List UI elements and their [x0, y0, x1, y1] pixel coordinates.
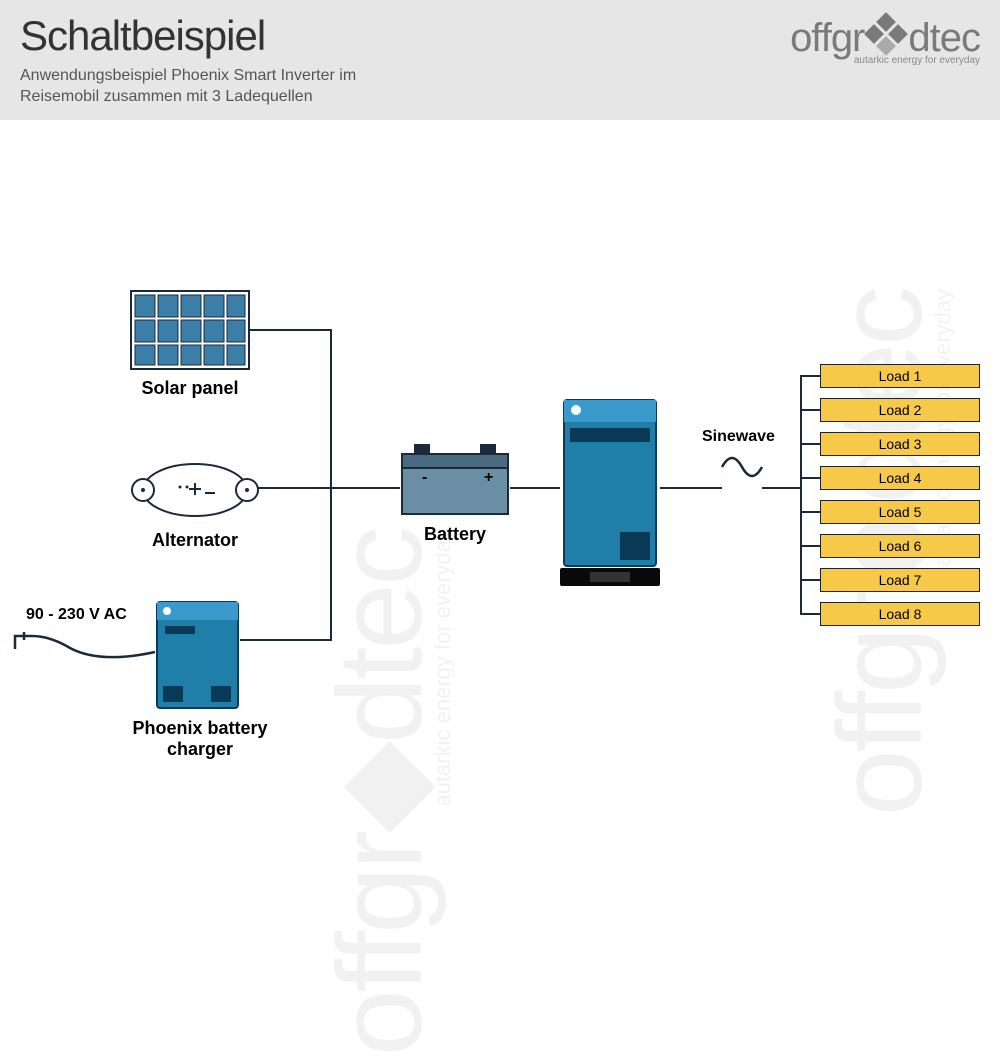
wire — [800, 477, 820, 479]
solar-panel-label: Solar panel — [130, 378, 250, 399]
load-box: Load 5 — [820, 500, 980, 524]
battery-icon: - + — [400, 440, 510, 518]
logo-text-left: offgr — [790, 16, 864, 61]
load-box: Load 4 — [820, 466, 980, 490]
brand-logo: offgr dtec autarkic energy for everyday — [790, 15, 980, 66]
wire — [800, 579, 820, 581]
alternator-label: Alternator — [130, 530, 260, 551]
inverter-icon — [560, 392, 660, 590]
load-box: Load 1 — [820, 364, 980, 388]
wire — [800, 409, 820, 411]
wire — [258, 487, 332, 489]
ac-input-label: 90 - 230 V AC — [26, 606, 127, 624]
load-box: Load 3 — [820, 432, 980, 456]
logo-diamond-icon — [866, 13, 906, 59]
sinewave-icon — [720, 452, 764, 482]
charger-label: Phoenix battery charger — [110, 718, 290, 760]
wire — [800, 545, 820, 547]
svg-text:+: + — [484, 469, 493, 486]
svg-text:-: - — [422, 469, 427, 486]
wire — [330, 487, 400, 489]
wire — [660, 487, 722, 489]
wiring-diagram: Solar panel Alternator - + Battery — [0, 120, 1000, 1000]
solar-panel-icon — [130, 290, 250, 370]
wire — [800, 613, 820, 615]
load-box: Load 8 — [820, 602, 980, 626]
wire — [800, 375, 820, 377]
wire — [510, 487, 560, 489]
header-bar: Schaltbeispiel Anwendungsbeispiel Phoeni… — [0, 0, 1000, 120]
page-subtitle: Anwendungsbeispiel Phoenix Smart Inverte… — [20, 66, 420, 108]
load-box: Load 6 — [820, 534, 980, 558]
battery-label: Battery — [400, 524, 510, 545]
wire — [800, 443, 820, 445]
wire — [800, 511, 820, 513]
charger-icon — [155, 600, 240, 710]
wire — [330, 329, 332, 641]
sinewave-label: Sinewave — [702, 428, 775, 446]
alternator-icon — [125, 455, 265, 525]
load-box: Load 2 — [820, 398, 980, 422]
logo-text-right: dtec — [908, 16, 980, 61]
load-box: Load 7 — [820, 568, 980, 592]
wire — [240, 639, 332, 641]
plug-icon — [10, 624, 160, 664]
wire — [762, 487, 802, 489]
wire — [250, 329, 332, 331]
